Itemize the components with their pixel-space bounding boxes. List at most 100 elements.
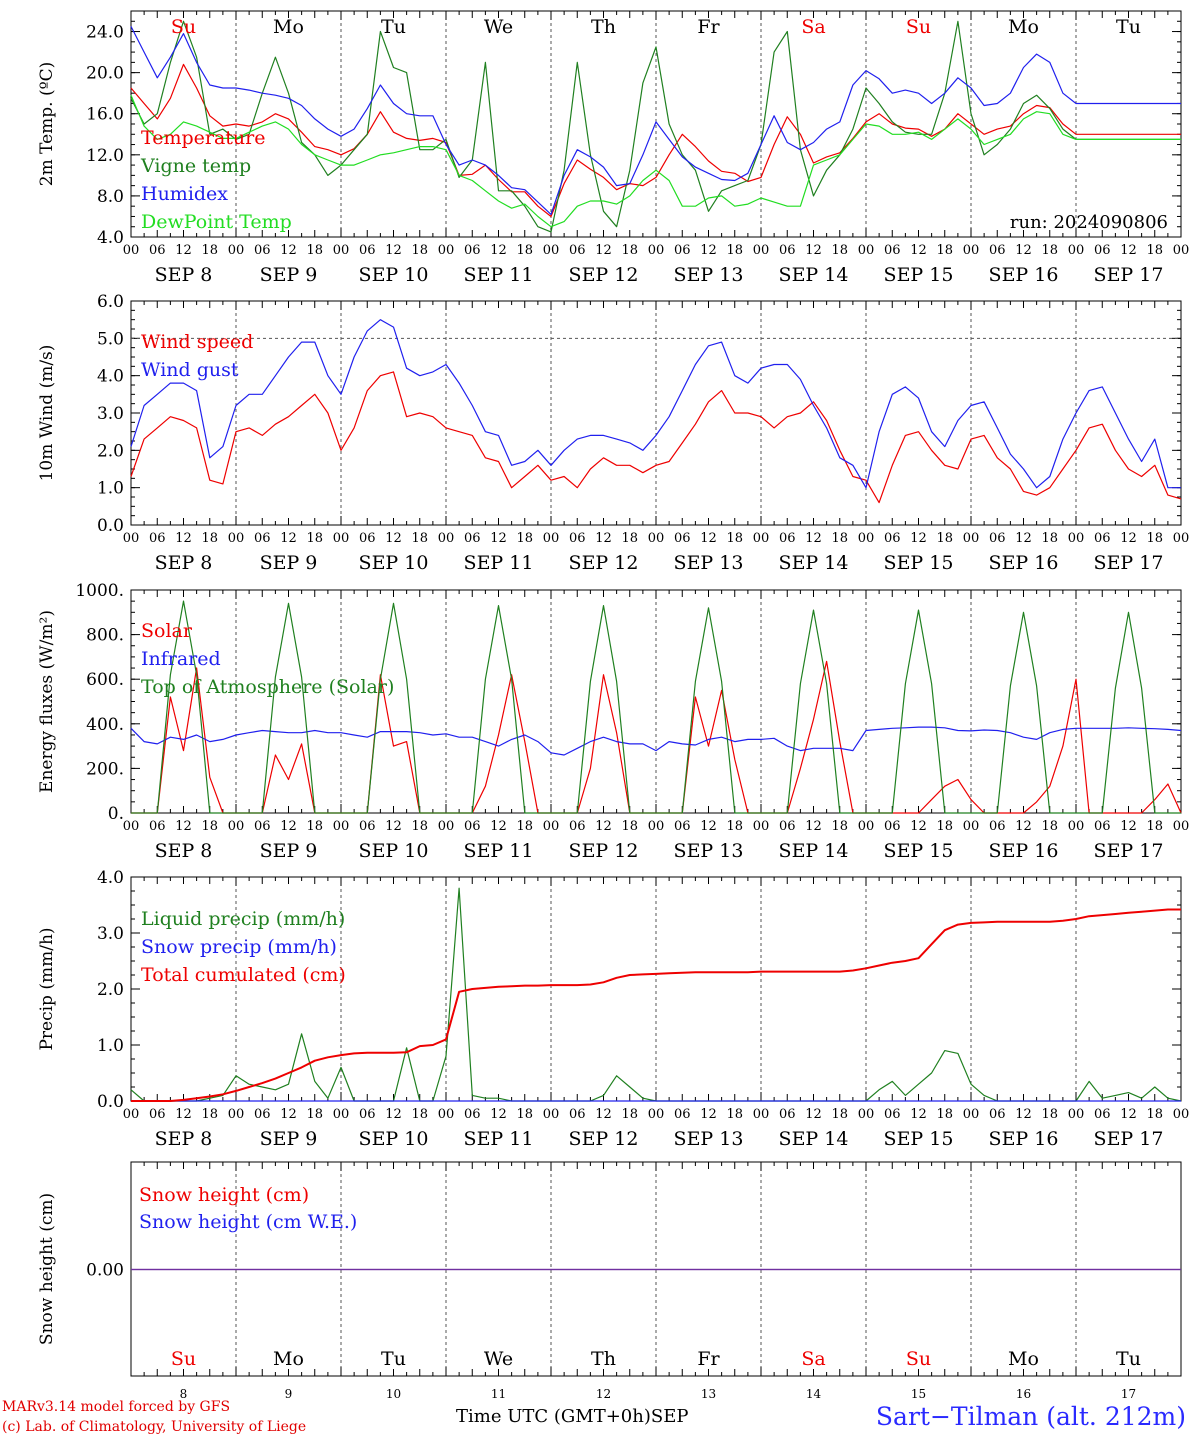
series-line-1-3: [130, 26, 1181, 215]
date-label: SEP 12: [569, 1128, 639, 1150]
day-name-top: We: [484, 16, 513, 38]
date-label: SEP 17: [1094, 552, 1164, 574]
hour-label: 12: [910, 243, 927, 258]
series-line-2-2: [130, 319, 1181, 489]
date-label: SEP 15: [884, 1128, 954, 1150]
hour-label: 12: [490, 1107, 507, 1122]
hour-label: 12: [595, 531, 612, 546]
y-tick-label: 600.: [86, 670, 124, 690]
day-name-top: Mo: [273, 16, 304, 38]
hour-label: 18: [306, 531, 323, 546]
hour-label: 12: [1015, 531, 1032, 546]
hour-label: 12: [1120, 819, 1137, 834]
hour-label: 06: [359, 819, 376, 834]
hour-label: 00: [963, 531, 980, 546]
hour-label: 06: [464, 243, 481, 258]
date-label: SEP 13: [674, 840, 744, 862]
date-label: SEP 13: [674, 264, 744, 286]
hour-label: 18: [726, 819, 743, 834]
hour-label: 18: [726, 1107, 743, 1122]
hour-label: 00: [648, 531, 665, 546]
hour-label: 18: [936, 243, 953, 258]
day-name-top: Tu: [1116, 16, 1141, 38]
hour-label: 06: [779, 819, 796, 834]
hour-label: 12: [910, 819, 927, 834]
hour-label: 06: [779, 1107, 796, 1122]
hour-label: 18: [1041, 531, 1058, 546]
hour-label: 18: [411, 1107, 428, 1122]
hour-label: 00: [228, 819, 245, 834]
hour-label: 12: [385, 531, 402, 546]
series-line-4-3: [131, 908, 1181, 1102]
hour-label: 18: [831, 819, 848, 834]
hour-label: 00: [753, 1107, 770, 1122]
hour-label: 18: [201, 819, 218, 834]
hour-label: 00: [1173, 531, 1190, 546]
date-label: SEP 17: [1094, 264, 1164, 286]
day-number: 9: [285, 1387, 293, 1401]
run-label: run: 2024090806: [1010, 212, 1168, 233]
date-label: SEP 9: [260, 1128, 318, 1150]
day-number: 16: [1016, 1387, 1031, 1401]
date-label: SEP 10: [359, 264, 429, 286]
day-name-top: Tu: [381, 16, 406, 38]
hour-label: 12: [175, 243, 192, 258]
hour-label: 18: [831, 243, 848, 258]
y-axis-label: Snow height (cm): [37, 1193, 57, 1345]
date-label: SEP 11: [464, 1128, 534, 1150]
hour-label: 12: [490, 531, 507, 546]
legend-entry: Snow height (cm): [139, 1184, 309, 1206]
hour-label: 00: [228, 1107, 245, 1122]
hour-label: 06: [674, 531, 691, 546]
hour-label: 12: [910, 1107, 927, 1122]
date-label: SEP 15: [884, 552, 954, 574]
hour-label: 00: [1068, 531, 1085, 546]
legend-entry: Wind speed: [141, 331, 253, 353]
hour-label: 00: [858, 531, 875, 546]
y-tick-label: 16.0: [86, 105, 124, 125]
hour-label: 00: [963, 243, 980, 258]
date-label: SEP 11: [464, 840, 534, 862]
legend-entry: Temperature: [141, 127, 265, 149]
hour-label: 00: [543, 819, 560, 834]
date-label: SEP 14: [779, 264, 849, 286]
hour-label: 06: [254, 531, 271, 546]
hour-label: 06: [254, 1107, 271, 1122]
hour-label: 12: [700, 243, 717, 258]
day-name-top: Sa: [801, 16, 825, 38]
legend-entry: Humidex: [141, 183, 228, 205]
y-tick-label: 12.0: [86, 146, 124, 166]
date-label: SEP 13: [674, 552, 744, 574]
hour-label: 18: [516, 1107, 533, 1122]
hour-label: 00: [1068, 243, 1085, 258]
date-label: SEP 13: [674, 1128, 744, 1150]
day-number: 11: [491, 1387, 506, 1401]
date-label: SEP 8: [155, 840, 213, 862]
hour-label: 12: [175, 531, 192, 546]
date-label: SEP 8: [155, 1128, 213, 1150]
hour-label: 12: [805, 243, 822, 258]
hour-label: 06: [149, 243, 166, 258]
hour-label: 12: [385, 243, 402, 258]
hour-label: 00: [543, 243, 560, 258]
hour-label: 06: [254, 243, 271, 258]
footer-month: SEP: [650, 1406, 689, 1427]
hour-label: 12: [280, 1107, 297, 1122]
day-name-bottom: Mo: [273, 1348, 304, 1370]
hour-label: 06: [989, 243, 1006, 258]
legend-entry: Infrared: [141, 648, 221, 670]
hour-label: 06: [779, 531, 796, 546]
hour-label: 06: [569, 1107, 586, 1122]
hour-label: 06: [569, 819, 586, 834]
hour-label: 12: [1015, 1107, 1032, 1122]
day-name-bottom: Su: [906, 1348, 931, 1370]
footer-axis-title-text: Time UTC (GMT+0h): [456, 1406, 651, 1427]
hour-label: 06: [989, 531, 1006, 546]
hour-label: 12: [280, 819, 297, 834]
hour-label: 06: [464, 819, 481, 834]
hour-label: 18: [1146, 1107, 1163, 1122]
day-name-top: Su: [906, 16, 931, 38]
y-axis-label: Energy fluxes (W/m²): [37, 610, 57, 793]
hour-label: 00: [543, 1107, 560, 1122]
